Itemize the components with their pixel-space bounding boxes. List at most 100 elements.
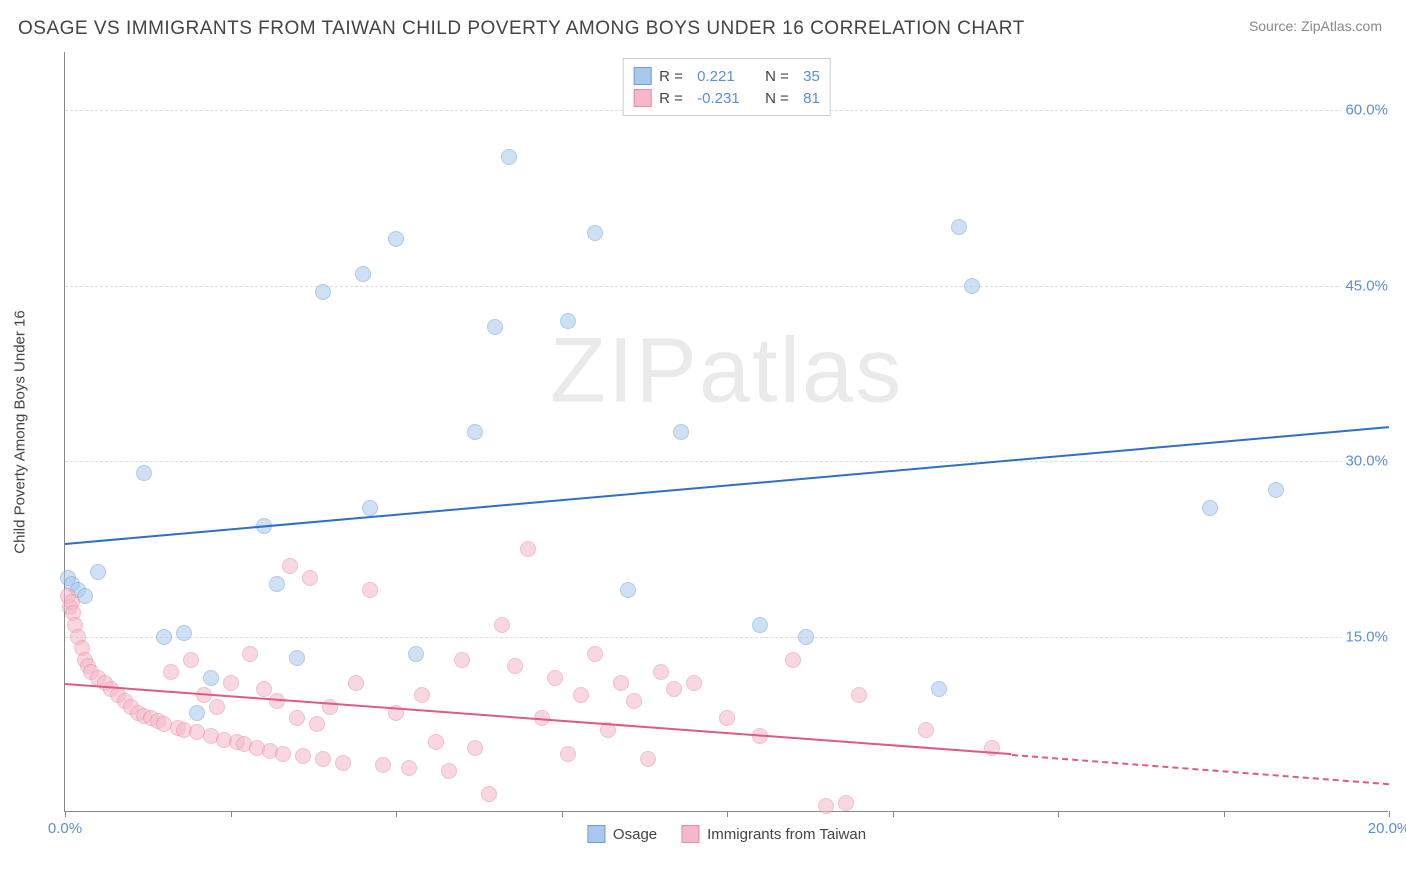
- chart-header: OSAGE VS IMMIGRANTS FROM TAIWAN CHILD PO…: [0, 0, 1406, 48]
- data-point: [653, 664, 669, 680]
- chart-title: OSAGE VS IMMIGRANTS FROM TAIWAN CHILD PO…: [18, 18, 1025, 40]
- data-point: [587, 225, 603, 241]
- data-point: [494, 617, 510, 633]
- legend-swatch: [681, 825, 699, 843]
- data-point: [282, 558, 298, 574]
- data-point: [818, 798, 834, 814]
- legend-row: R =0.221N =35: [633, 65, 820, 87]
- data-point: [275, 746, 291, 762]
- legend-r-value: -0.231: [697, 90, 757, 107]
- legend-label: Osage: [613, 826, 657, 843]
- source-attribution: Source: ZipAtlas.com: [1249, 18, 1382, 34]
- data-point: [640, 751, 656, 767]
- legend-item: Osage: [587, 825, 657, 843]
- data-point: [223, 675, 239, 691]
- x-tick: [1224, 811, 1225, 817]
- x-tick: [727, 811, 728, 817]
- data-point: [189, 705, 205, 721]
- legend-r-label: R =: [659, 68, 689, 85]
- data-point: [487, 319, 503, 335]
- data-point: [289, 650, 305, 666]
- plot-region: ZIPatlas R =0.221N =35R =-0.231N =81 Osa…: [64, 52, 1388, 812]
- data-point: [752, 617, 768, 633]
- data-point: [520, 541, 536, 557]
- trend-line: [65, 683, 1012, 755]
- data-point: [348, 675, 364, 691]
- y-tick-label: 45.0%: [1341, 277, 1392, 294]
- data-point: [785, 652, 801, 668]
- data-point: [176, 625, 192, 641]
- data-point: [428, 734, 444, 750]
- data-point: [269, 576, 285, 592]
- data-point: [315, 751, 331, 767]
- data-point: [613, 675, 629, 691]
- data-point: [375, 757, 391, 773]
- data-point: [686, 675, 702, 691]
- data-point: [335, 755, 351, 771]
- data-point: [507, 658, 523, 674]
- x-tick: [562, 811, 563, 817]
- watermark: ZIPatlas: [550, 318, 903, 423]
- x-tick: [396, 811, 397, 817]
- data-point: [401, 760, 417, 776]
- x-tick: [893, 811, 894, 817]
- data-point: [573, 687, 589, 703]
- legend-swatch: [587, 825, 605, 843]
- data-point: [931, 681, 947, 697]
- data-point: [673, 424, 689, 440]
- legend-r-label: R =: [659, 90, 689, 107]
- legend-n-value: 35: [803, 68, 820, 85]
- y-tick-label: 30.0%: [1341, 453, 1392, 470]
- data-point: [203, 670, 219, 686]
- data-point: [719, 710, 735, 726]
- data-point: [256, 681, 272, 697]
- data-point: [620, 582, 636, 598]
- data-point: [1268, 482, 1284, 498]
- data-point: [408, 646, 424, 662]
- data-point: [183, 652, 199, 668]
- legend-swatch: [633, 67, 651, 85]
- gridline: [65, 286, 1388, 287]
- data-point: [302, 570, 318, 586]
- data-point: [501, 149, 517, 165]
- x-tick-label: 20.0%: [1368, 820, 1406, 837]
- legend-n-value: 81: [803, 90, 820, 107]
- legend-n-label: N =: [765, 68, 795, 85]
- y-tick-label: 60.0%: [1341, 102, 1392, 119]
- trend-line: [65, 426, 1389, 545]
- data-point: [362, 582, 378, 598]
- legend-item: Immigrants from Taiwan: [681, 825, 866, 843]
- data-point: [951, 219, 967, 235]
- x-tick: [65, 811, 66, 817]
- data-point: [560, 313, 576, 329]
- data-point: [798, 629, 814, 645]
- trend-line: [1012, 754, 1389, 785]
- gridline: [65, 637, 1388, 638]
- data-point: [587, 646, 603, 662]
- x-tick: [1389, 811, 1390, 817]
- data-point: [242, 646, 258, 662]
- x-tick: [1058, 811, 1059, 817]
- legend-swatch: [633, 89, 651, 107]
- data-point: [838, 795, 854, 811]
- data-point: [289, 710, 305, 726]
- data-point: [362, 500, 378, 516]
- series-legend: Osage Immigrants from Taiwan: [587, 825, 866, 843]
- x-tick-label: 0.0%: [48, 820, 82, 837]
- data-point: [441, 763, 457, 779]
- data-point: [481, 786, 497, 802]
- data-point: [1202, 500, 1218, 516]
- data-point: [454, 652, 470, 668]
- data-point: [163, 664, 179, 680]
- data-point: [388, 231, 404, 247]
- gridline: [65, 461, 1388, 462]
- data-point: [156, 629, 172, 645]
- data-point: [560, 746, 576, 762]
- chart-area: Child Poverty Among Boys Under 16 ZIPatl…: [48, 52, 1388, 812]
- data-point: [209, 699, 225, 715]
- data-point: [355, 266, 371, 282]
- legend-label: Immigrants from Taiwan: [707, 826, 866, 843]
- legend-n-label: N =: [765, 90, 795, 107]
- data-point: [918, 722, 934, 738]
- data-point: [467, 424, 483, 440]
